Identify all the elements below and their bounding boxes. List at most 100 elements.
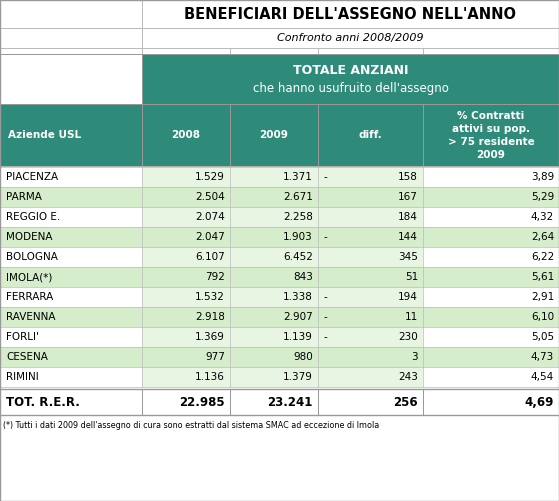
Text: > 75 residente: > 75 residente	[448, 136, 534, 146]
Text: BOLOGNA: BOLOGNA	[6, 252, 58, 262]
Text: 1.532: 1.532	[195, 292, 225, 302]
Text: 2.047: 2.047	[195, 232, 225, 242]
Text: 2,64: 2,64	[530, 232, 554, 242]
Bar	[230, 367, 318, 387]
Bar	[230, 327, 318, 347]
Bar	[423, 287, 559, 307]
Bar	[0, 307, 142, 327]
Text: 6,22: 6,22	[530, 252, 554, 262]
Text: 1.371: 1.371	[283, 172, 313, 182]
Text: 2.504: 2.504	[195, 192, 225, 202]
Text: 1.529: 1.529	[195, 172, 225, 182]
Bar	[0, 104, 142, 166]
Text: 4,32: 4,32	[530, 212, 554, 222]
Bar	[423, 167, 559, 187]
Text: -: -	[323, 292, 327, 302]
Text: Aziende USL: Aziende USL	[8, 130, 81, 140]
Text: 3: 3	[411, 352, 418, 362]
Text: REGGIO E.: REGGIO E.	[6, 212, 60, 222]
Text: attivi su pop.: attivi su pop.	[452, 124, 530, 133]
Text: 2.258: 2.258	[283, 212, 313, 222]
Bar	[318, 347, 423, 367]
Bar	[318, 267, 423, 287]
Bar	[423, 347, 559, 367]
Text: 4,54: 4,54	[530, 372, 554, 382]
Text: 256: 256	[394, 395, 418, 408]
Bar	[423, 227, 559, 247]
Bar	[0, 287, 142, 307]
Text: 158: 158	[398, 172, 418, 182]
Text: 1.379: 1.379	[283, 372, 313, 382]
Text: IMOLA(*): IMOLA(*)	[6, 272, 53, 282]
Text: 2,91: 2,91	[530, 292, 554, 302]
Bar	[0, 54, 142, 104]
Bar	[318, 287, 423, 307]
Bar	[230, 48, 318, 54]
Bar	[318, 187, 423, 207]
Bar	[318, 227, 423, 247]
Text: FERRARA: FERRARA	[6, 292, 53, 302]
Bar	[230, 167, 318, 187]
Bar	[318, 207, 423, 227]
Text: PARMA: PARMA	[6, 192, 42, 202]
Text: TOTALE ANZIANI: TOTALE ANZIANI	[293, 64, 408, 77]
Bar	[142, 307, 230, 327]
Text: 1.136: 1.136	[195, 372, 225, 382]
Bar	[230, 389, 318, 415]
Bar	[318, 307, 423, 327]
Bar	[0, 389, 559, 415]
Bar	[318, 327, 423, 347]
Text: 1.369: 1.369	[195, 332, 225, 342]
Text: RAVENNA: RAVENNA	[6, 312, 55, 322]
Bar	[230, 187, 318, 207]
Text: 2.671: 2.671	[283, 192, 313, 202]
Text: % Contratti: % Contratti	[457, 111, 525, 121]
Bar	[230, 207, 318, 227]
Bar	[423, 389, 559, 415]
Text: 51: 51	[405, 272, 418, 282]
Bar	[142, 187, 230, 207]
Text: -: -	[323, 312, 327, 322]
Text: 843: 843	[293, 272, 313, 282]
Text: RIMINI: RIMINI	[6, 372, 39, 382]
Text: (*) Tutti i dati 2009 dell'assegno di cura sono estratti dal sistema SMAC ad ecc: (*) Tutti i dati 2009 dell'assegno di cu…	[3, 421, 379, 430]
Bar	[423, 187, 559, 207]
Bar	[0, 347, 142, 367]
Bar	[142, 54, 559, 104]
Bar	[0, 28, 142, 48]
Text: 2.918: 2.918	[195, 312, 225, 322]
Text: 2009: 2009	[477, 149, 505, 159]
Text: 4,73: 4,73	[530, 352, 554, 362]
Text: 230: 230	[398, 332, 418, 342]
Bar	[0, 48, 142, 54]
Text: che hanno usufruito dell'assegno: che hanno usufruito dell'assegno	[253, 82, 448, 95]
Bar	[318, 48, 423, 54]
Bar	[423, 267, 559, 287]
Bar	[230, 247, 318, 267]
Text: 980: 980	[293, 352, 313, 362]
Text: 144: 144	[398, 232, 418, 242]
Bar	[0, 207, 142, 227]
Bar	[230, 307, 318, 327]
Bar	[318, 167, 423, 187]
Text: Confronto anni 2008/2009: Confronto anni 2008/2009	[277, 33, 424, 43]
Text: 1.139: 1.139	[283, 332, 313, 342]
Bar	[230, 287, 318, 307]
Text: -: -	[323, 172, 327, 182]
Bar	[0, 187, 142, 207]
Bar	[142, 104, 230, 166]
Bar	[142, 227, 230, 247]
Text: CESENA: CESENA	[6, 352, 48, 362]
Bar	[142, 28, 559, 48]
Text: TOT. R.E.R.: TOT. R.E.R.	[6, 395, 80, 408]
Bar	[142, 367, 230, 387]
Text: 243: 243	[398, 372, 418, 382]
Bar	[230, 267, 318, 287]
Bar	[142, 167, 230, 187]
Bar	[0, 167, 142, 187]
Text: 11: 11	[405, 312, 418, 322]
Text: FORLI': FORLI'	[6, 332, 39, 342]
Text: 5,29: 5,29	[530, 192, 554, 202]
Bar	[0, 389, 142, 415]
Bar	[142, 0, 559, 28]
